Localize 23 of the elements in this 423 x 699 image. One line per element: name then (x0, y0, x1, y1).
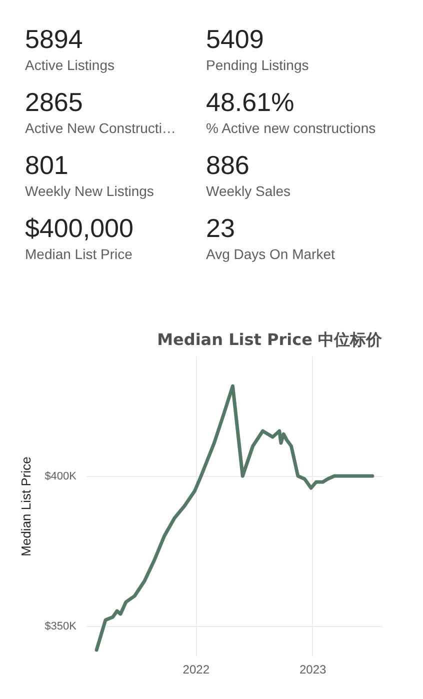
x-tick-label: 2022 (182, 662, 210, 676)
text: 5894 (25, 24, 83, 54)
y-tick-label: $350K (44, 620, 78, 632)
chart-title: Median List Price 中位标价 (157, 330, 383, 349)
text: Pending Listings (206, 57, 309, 73)
text: 2865 (25, 87, 83, 117)
text: 886 (206, 150, 250, 180)
y-axis-title: Median List Price (18, 456, 34, 556)
text: Median List Price (25, 246, 133, 262)
text: $400,000 (25, 213, 134, 243)
text: 23 (206, 213, 235, 243)
text: Active Listings (25, 57, 114, 73)
text: % Active new constructions (206, 120, 376, 136)
text: Weekly Sales (206, 183, 291, 199)
y-tick-label: $400K (44, 470, 78, 482)
text: 801 (25, 150, 68, 180)
text: 5409 (206, 24, 264, 54)
x-tick-label: 2023 (299, 662, 326, 676)
text: 48.61% (206, 87, 294, 117)
text: Weekly New Listings (25, 183, 154, 199)
text: Active New Constructi… (25, 120, 176, 136)
line-series (94, 384, 374, 652)
text: Avg Days On Market (206, 246, 336, 262)
